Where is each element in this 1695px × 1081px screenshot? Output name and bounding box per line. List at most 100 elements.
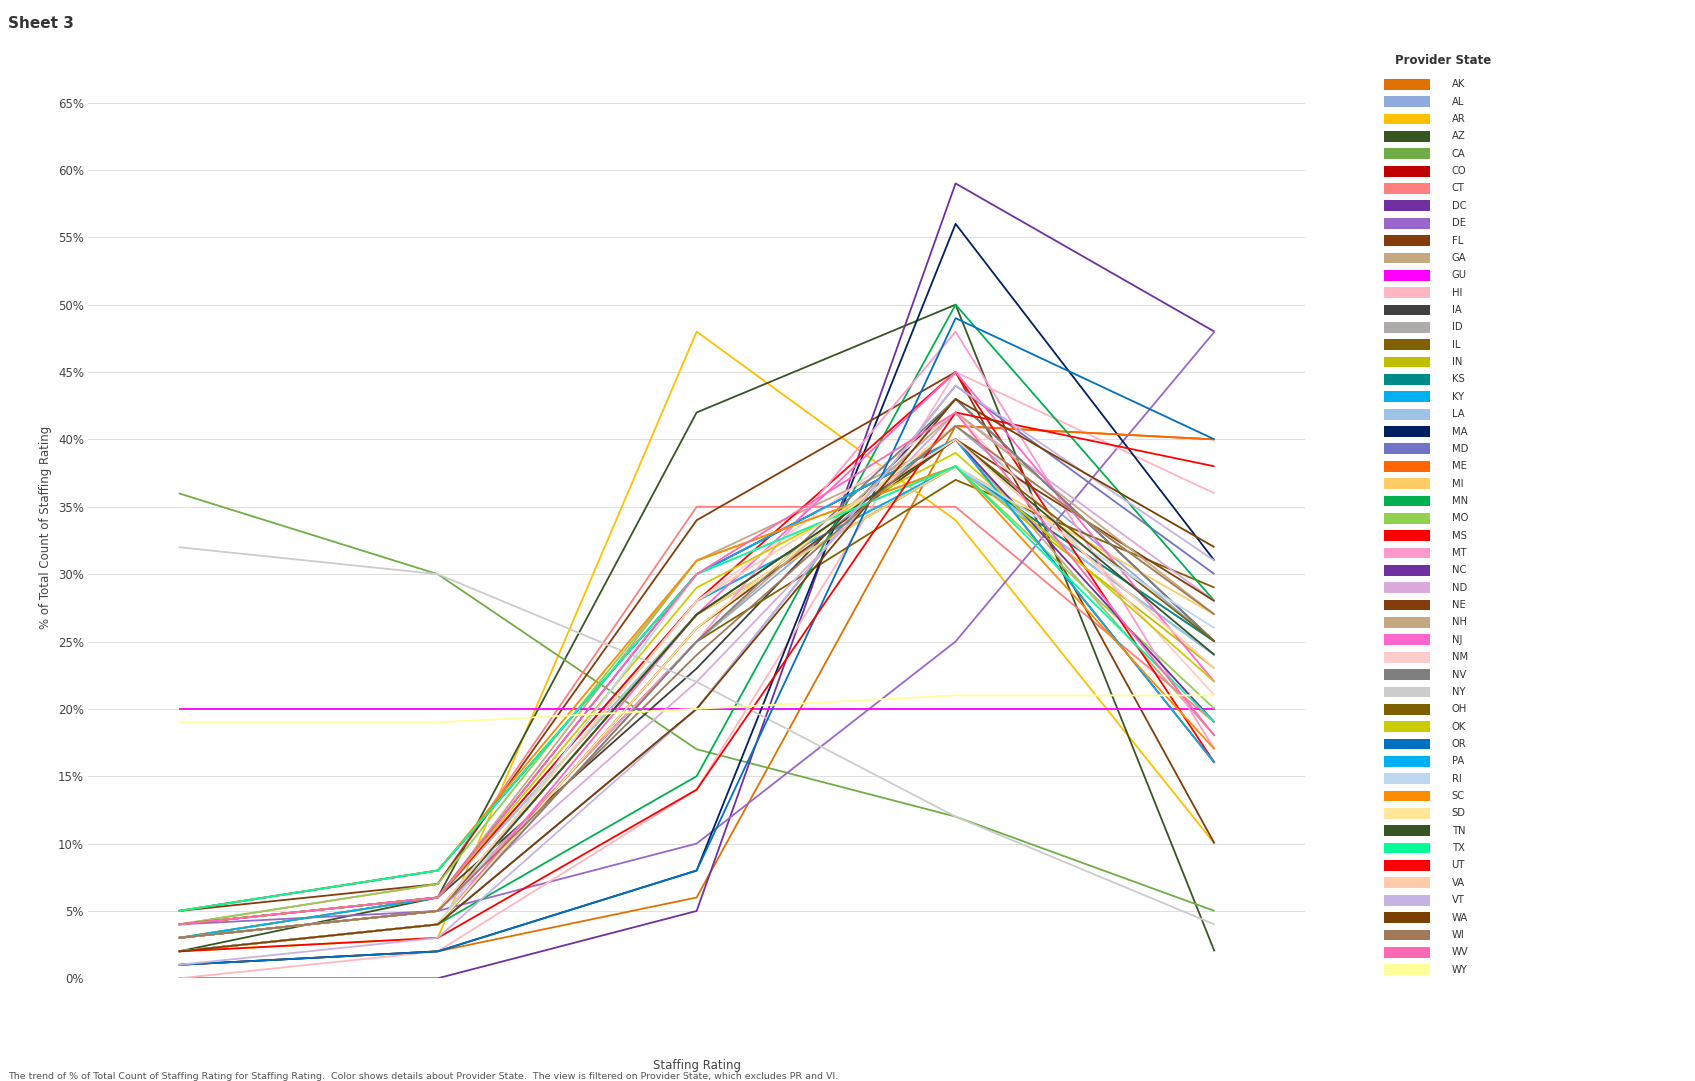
- Text: NH: NH: [1451, 617, 1466, 627]
- Text: The trend of % of Total Count of Staffing Rating for Staffing Rating.  Color sho: The trend of % of Total Count of Staffin…: [8, 1072, 839, 1081]
- Text: LA: LA: [1451, 409, 1464, 419]
- Text: HI: HI: [1451, 288, 1463, 297]
- Text: MI: MI: [1451, 479, 1463, 489]
- Bar: [1383, 635, 1431, 645]
- Bar: [1383, 305, 1431, 316]
- Text: Provider State: Provider State: [1395, 54, 1492, 67]
- Bar: [1383, 374, 1431, 385]
- Bar: [1383, 583, 1431, 593]
- Text: ND: ND: [1451, 583, 1466, 592]
- Text: RI: RI: [1451, 774, 1461, 784]
- Text: NV: NV: [1451, 669, 1466, 680]
- Bar: [1383, 478, 1431, 489]
- Text: WY: WY: [1451, 964, 1468, 975]
- Bar: [1383, 600, 1431, 611]
- Bar: [1383, 96, 1431, 107]
- Text: WI: WI: [1451, 930, 1464, 939]
- Text: AK: AK: [1451, 79, 1464, 90]
- Y-axis label: % of Total Count of Staffing Rating: % of Total Count of Staffing Rating: [39, 425, 53, 629]
- Bar: [1383, 236, 1431, 246]
- Bar: [1383, 930, 1431, 940]
- Bar: [1383, 964, 1431, 975]
- Bar: [1383, 114, 1431, 124]
- Bar: [1383, 790, 1431, 801]
- Text: KY: KY: [1451, 391, 1464, 402]
- Bar: [1383, 947, 1431, 958]
- Text: MT: MT: [1451, 548, 1466, 558]
- Text: MN: MN: [1451, 496, 1468, 506]
- Bar: [1383, 704, 1431, 715]
- Bar: [1383, 669, 1431, 680]
- Text: TN: TN: [1451, 826, 1464, 836]
- Text: MD: MD: [1451, 444, 1468, 454]
- Text: NE: NE: [1451, 600, 1466, 610]
- Text: 1: 1: [175, 1001, 183, 1014]
- Text: KS: KS: [1451, 374, 1464, 385]
- Text: SD: SD: [1451, 809, 1466, 818]
- Bar: [1383, 721, 1431, 732]
- Bar: [1383, 288, 1431, 298]
- Text: ME: ME: [1451, 462, 1466, 471]
- Text: UT: UT: [1451, 860, 1464, 870]
- Bar: [1383, 512, 1431, 523]
- Bar: [1383, 495, 1431, 506]
- Text: WV: WV: [1451, 947, 1468, 958]
- Bar: [1383, 409, 1431, 419]
- Text: GU: GU: [1451, 270, 1466, 280]
- Bar: [1383, 548, 1431, 559]
- Text: IN: IN: [1451, 357, 1463, 368]
- Text: VA: VA: [1451, 878, 1464, 888]
- Bar: [1383, 131, 1431, 142]
- Bar: [1383, 165, 1431, 176]
- Text: OH: OH: [1451, 704, 1466, 715]
- Text: GA: GA: [1451, 253, 1466, 263]
- Text: VT: VT: [1451, 895, 1464, 905]
- Bar: [1383, 652, 1431, 663]
- Bar: [1383, 200, 1431, 211]
- Bar: [1383, 756, 1431, 766]
- Bar: [1383, 253, 1431, 264]
- Text: NM: NM: [1451, 652, 1468, 663]
- Bar: [1383, 461, 1431, 471]
- Text: 3: 3: [693, 1001, 700, 1014]
- Text: FL: FL: [1451, 236, 1463, 245]
- Bar: [1383, 912, 1431, 923]
- Text: DE: DE: [1451, 218, 1466, 228]
- Bar: [1383, 826, 1431, 836]
- Text: MA: MA: [1451, 427, 1468, 437]
- Text: WA: WA: [1451, 912, 1468, 922]
- Text: TX: TX: [1451, 843, 1464, 853]
- Text: Staffing Rating: Staffing Rating: [653, 1059, 741, 1072]
- Bar: [1383, 218, 1431, 228]
- Text: CO: CO: [1451, 166, 1466, 176]
- Text: OK: OK: [1451, 722, 1466, 732]
- Text: NC: NC: [1451, 565, 1466, 575]
- Bar: [1383, 895, 1431, 906]
- Text: MO: MO: [1451, 513, 1468, 523]
- Bar: [1383, 531, 1431, 542]
- Text: 4: 4: [951, 1001, 959, 1014]
- Text: CA: CA: [1451, 149, 1466, 159]
- Bar: [1383, 183, 1431, 193]
- Bar: [1383, 843, 1431, 854]
- Text: CT: CT: [1451, 184, 1464, 193]
- Text: AZ: AZ: [1451, 132, 1466, 142]
- Text: NJ: NJ: [1451, 635, 1463, 645]
- Bar: [1383, 339, 1431, 350]
- Text: IA: IA: [1451, 305, 1461, 315]
- Text: Sheet 3: Sheet 3: [8, 16, 75, 31]
- Bar: [1383, 773, 1431, 784]
- Text: AL: AL: [1451, 96, 1464, 107]
- Bar: [1383, 148, 1431, 159]
- Bar: [1383, 617, 1431, 628]
- Bar: [1383, 322, 1431, 333]
- Bar: [1383, 738, 1431, 749]
- Text: IL: IL: [1451, 339, 1459, 350]
- Bar: [1383, 79, 1431, 90]
- Bar: [1383, 270, 1431, 281]
- Text: SC: SC: [1451, 791, 1464, 801]
- Text: NY: NY: [1451, 686, 1464, 697]
- Bar: [1383, 878, 1431, 889]
- Text: OR: OR: [1451, 739, 1466, 749]
- Bar: [1383, 426, 1431, 437]
